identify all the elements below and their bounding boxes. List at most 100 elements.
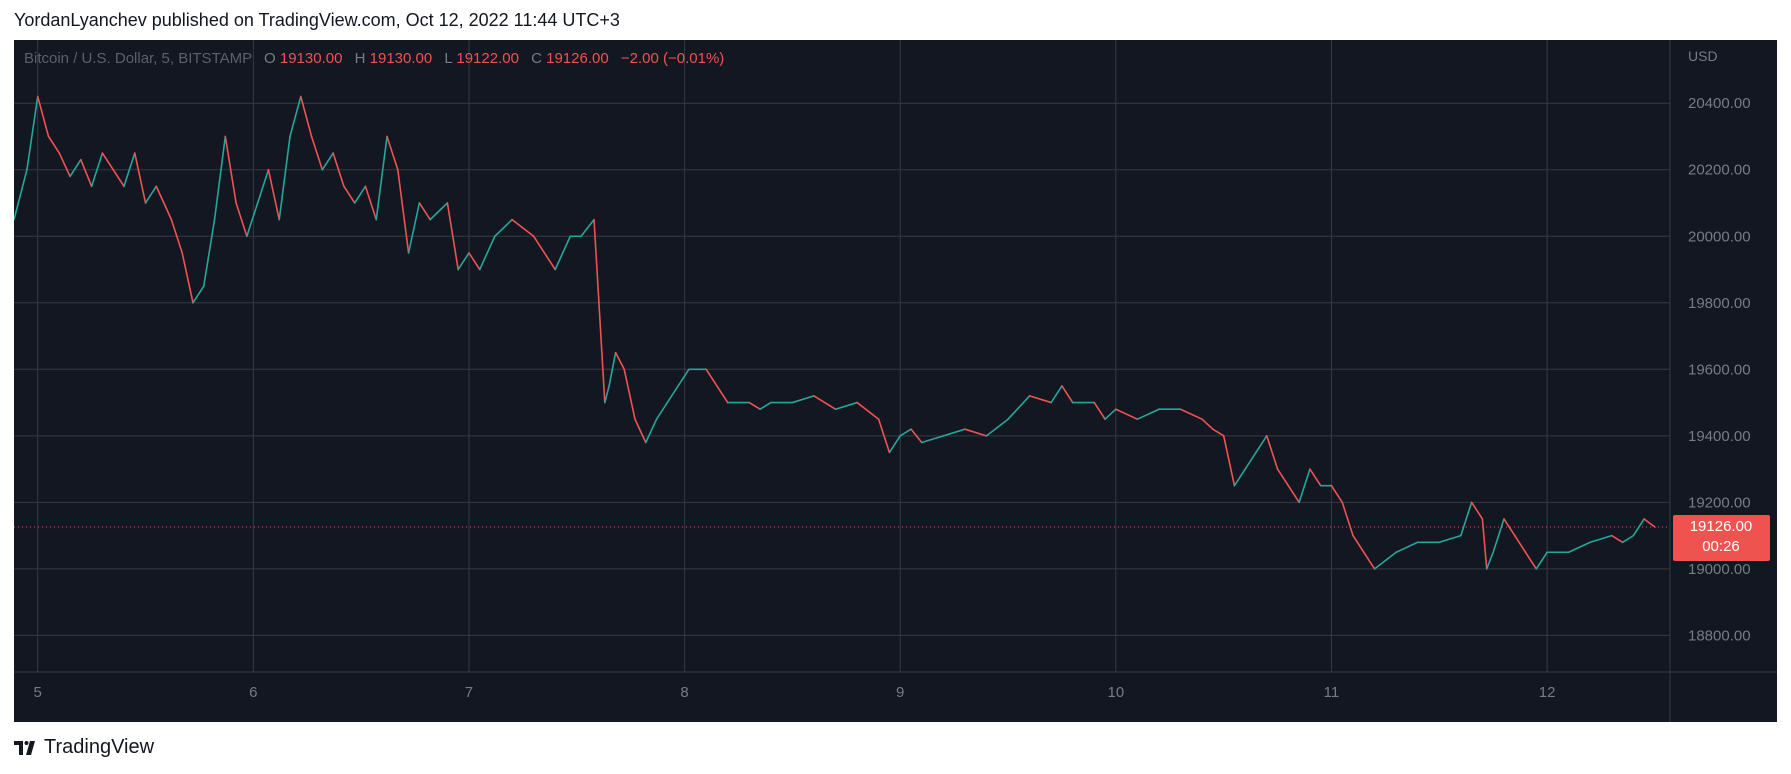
price-segment [36, 95, 50, 138]
price-segment [1492, 518, 1505, 554]
price-segment [1028, 395, 1052, 404]
price-segment [310, 135, 324, 171]
price-tick-label: 18800.00 [1688, 627, 1751, 644]
price-segment [1524, 551, 1538, 570]
price-segment [1610, 534, 1624, 544]
price-segment [1265, 435, 1279, 470]
price-segment [614, 351, 626, 371]
price-segment [457, 252, 470, 271]
price-segment [1363, 551, 1376, 570]
price-segment [1309, 468, 1322, 487]
price-segment [1330, 484, 1344, 504]
price-segment [418, 202, 431, 221]
price-segment [170, 218, 183, 254]
price-segment [468, 252, 481, 271]
last-price-badge: 19126.00 00:26 [1673, 514, 1770, 561]
price-segment [1341, 501, 1354, 537]
price-segment [47, 135, 61, 154]
low-label: L [444, 50, 452, 67]
price-segment [759, 401, 772, 411]
price-segment [888, 435, 902, 454]
high-value: 19130.00 [370, 50, 433, 67]
price-segment [1470, 501, 1484, 520]
close-label: C [531, 50, 542, 67]
price-segment [1287, 484, 1300, 504]
price-segment [985, 418, 1009, 437]
price-segment [554, 235, 572, 271]
price-segment [532, 235, 557, 271]
price-segment [655, 401, 669, 421]
price-segment [299, 95, 313, 138]
price-segment [1007, 395, 1031, 421]
price-segment [1233, 468, 1247, 487]
high-label: H [355, 50, 366, 67]
price-tick-label: 19800.00 [1688, 295, 1751, 312]
price-segment [644, 418, 658, 444]
price-segment [813, 395, 837, 411]
price-segment [920, 435, 945, 444]
price-tick-label: 20200.00 [1688, 162, 1751, 179]
price-segment [429, 202, 449, 221]
price-segment [246, 202, 259, 238]
open-label: O [264, 50, 276, 67]
price-series [14, 95, 1656, 570]
price-segment [133, 152, 147, 204]
price-segment [1438, 534, 1462, 544]
price-segment [705, 368, 729, 404]
price-segment [856, 401, 880, 421]
price-segment [1115, 408, 1139, 421]
price-tick-label: 20000.00 [1688, 228, 1751, 245]
price-segment [1104, 408, 1117, 421]
chart-panel[interactable]: 18800.00 19000.00 19200.00 19400.00 19600.00… [14, 40, 1777, 722]
tradingview-logo-icon [14, 740, 35, 755]
price-segment [511, 218, 535, 238]
price-segment [58, 152, 71, 178]
tradingview-logo[interactable]: TradingView [14, 736, 154, 759]
price-segment [69, 158, 82, 178]
price-segment [397, 168, 410, 254]
price-segment [80, 158, 93, 188]
price-segment [90, 152, 104, 188]
price-segment [1460, 501, 1473, 537]
price-segment [748, 401, 761, 411]
price-segment [1567, 541, 1592, 554]
price-segment [343, 185, 356, 204]
price-segment [494, 218, 513, 238]
price-segment [791, 395, 815, 404]
price-segment [899, 428, 912, 437]
price-chart[interactable]: 18800.00 19000.00 19200.00 19400.00 19600.00… [14, 40, 1777, 722]
price-segment [1503, 518, 1516, 537]
price-segment [1201, 418, 1214, 430]
price-segment [192, 285, 205, 304]
change-value: −2.00 (−0.01%) [621, 50, 724, 67]
price-segment [1395, 541, 1419, 554]
time-tick-label: 5 [34, 684, 42, 701]
price-segment [623, 368, 636, 421]
price-segment [1632, 518, 1645, 537]
price-segment [364, 185, 378, 221]
price-segment [964, 428, 988, 437]
close-value: 19126.00 [546, 50, 609, 67]
price-segment [1589, 534, 1613, 544]
price-segment [1513, 534, 1527, 554]
price-segment [278, 135, 291, 221]
price-segment [677, 368, 690, 387]
bar-countdown: 00:26 [1702, 538, 1740, 555]
price-segment [155, 185, 173, 221]
grid-lines [14, 40, 1670, 672]
symbol-name: Bitcoin / U.S. Dollar, 5, BITSTAMP [24, 50, 252, 67]
price-segment [1093, 401, 1106, 421]
price-segment [942, 428, 966, 437]
price-segment [1212, 428, 1225, 437]
tradingview-logo-text: TradingView [44, 736, 155, 758]
time-tick-label: 12 [1539, 684, 1556, 701]
last-price-value: 19126.00 [1690, 518, 1753, 535]
price-tick-label: 19000.00 [1688, 561, 1751, 578]
time-tick-label: 11 [1324, 684, 1340, 701]
price-segment [877, 418, 891, 454]
low-value: 19122.00 [456, 50, 519, 67]
price-segment [1255, 435, 1268, 454]
price-segment [375, 135, 388, 221]
time-tick-label: 6 [249, 684, 257, 701]
price-tick-label: 19600.00 [1688, 361, 1751, 378]
